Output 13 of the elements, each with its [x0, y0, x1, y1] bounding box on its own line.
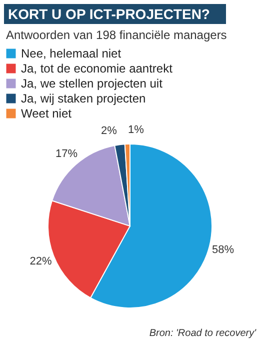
chart-title: KORT U OP ICT-PROJECTEN? [8, 6, 210, 22]
legend-label: Ja, wij staken projecten [21, 92, 146, 106]
data-label: 22% [30, 255, 52, 268]
legend-label: Nee, helemaal niet [21, 46, 122, 60]
data-label: 58% [212, 244, 234, 256]
text: Bron: 'Road to recovery' [149, 328, 258, 339]
legend-label: Weet niet [21, 106, 72, 120]
data-label: 2% [101, 124, 118, 137]
chart-subtitle: Antwoorden van 198 financiële managers [6, 28, 227, 42]
legend-label: Ja, we stellen projecten uit [21, 76, 164, 90]
data-label: 1% [128, 124, 144, 136]
legend-label: Ja, tot de economie aantrekt [21, 62, 174, 76]
data-label: 17% [56, 148, 78, 160]
